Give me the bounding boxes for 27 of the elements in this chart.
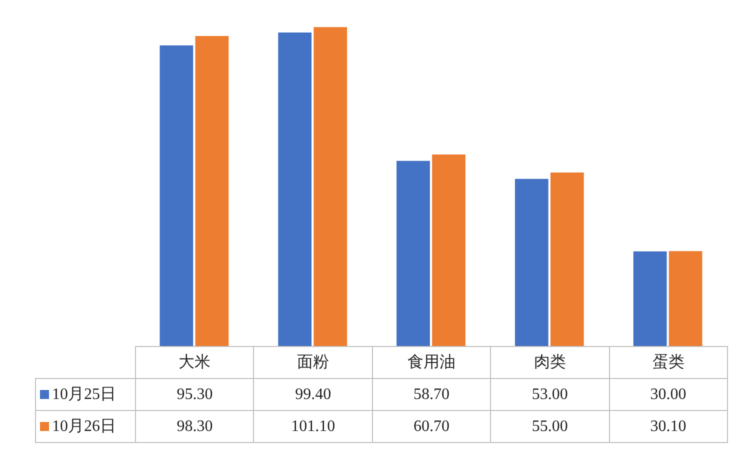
legend-label: 10月26日 [52, 418, 116, 435]
data-label: 95.30 [136, 378, 254, 410]
data-label: 53.00 [490, 378, 610, 410]
x-tick-label: 面粉 [254, 346, 372, 378]
x-tick-label: 大米 [136, 346, 254, 378]
bar [278, 32, 312, 346]
x-tick-label: 食用油 [372, 346, 491, 378]
x-tick-label: 肉类 [490, 346, 610, 378]
data-label: 30.10 [609, 410, 728, 442]
data-label: 99.40 [254, 378, 372, 410]
data-label: 55.00 [490, 410, 610, 442]
bar [432, 154, 466, 346]
data-label: 30.00 [609, 378, 728, 410]
bar [314, 27, 348, 346]
legend-label: 10月25日 [52, 386, 116, 403]
bar [514, 178, 548, 346]
bar [550, 172, 584, 346]
data-label: 58.70 [372, 378, 491, 410]
bar [668, 251, 702, 346]
bar [396, 160, 430, 346]
bar [160, 45, 194, 346]
data-label: 101.10 [254, 410, 372, 442]
bar [633, 251, 667, 346]
bar [195, 36, 229, 346]
data-label: 98.30 [136, 410, 254, 442]
data-label: 60.70 [372, 410, 491, 442]
x-tick-label: 蛋类 [609, 346, 728, 378]
